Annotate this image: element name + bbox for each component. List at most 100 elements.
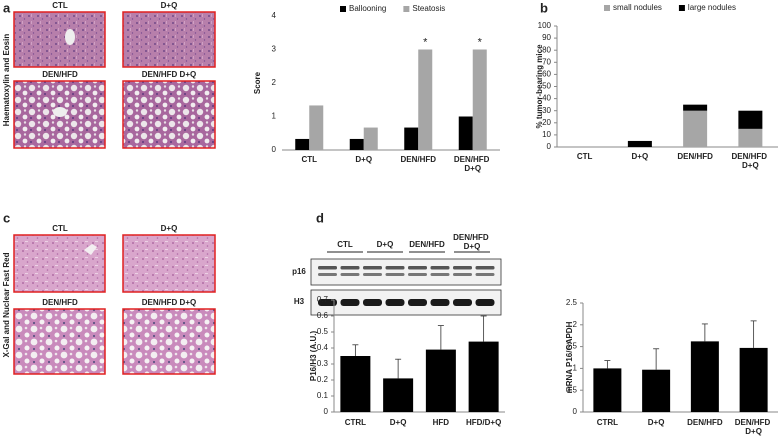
y-tick-label: 0.5 xyxy=(317,327,329,336)
band xyxy=(475,266,495,270)
y-tick-label: 0.2 xyxy=(317,375,329,384)
band xyxy=(430,299,450,306)
band xyxy=(363,266,382,270)
band xyxy=(340,266,360,270)
panel-letter: c xyxy=(3,210,10,225)
bar xyxy=(309,105,324,150)
blot-group-label: DEN/HFD xyxy=(409,240,445,249)
y-tick-label: 0.4 xyxy=(317,343,329,352)
x-tick-label: DEN/HFD D+Q xyxy=(731,152,769,170)
y-tick-label: 0.7 xyxy=(317,295,329,304)
band xyxy=(363,299,382,306)
band xyxy=(363,273,382,276)
micrograph xyxy=(13,234,106,293)
legend-swatch xyxy=(403,6,410,12)
band xyxy=(318,266,337,270)
x-tick-label: DEN/HFD D+Q xyxy=(454,155,492,173)
x-tick-label: CTRL xyxy=(345,418,366,427)
blot-group-label: DEN/HFD D+Q xyxy=(453,233,491,251)
image-label: D+Q xyxy=(161,1,178,10)
y-tick-label: 1 xyxy=(573,364,578,373)
band xyxy=(385,266,405,270)
y-tick-label: 0.3 xyxy=(317,359,329,368)
y-tick-label: 0 xyxy=(547,142,552,151)
blot-group-label: D+Q xyxy=(377,240,394,249)
y-tick-label: 0.6 xyxy=(317,311,329,320)
bar xyxy=(363,127,378,150)
band xyxy=(340,299,360,306)
legend-swatch xyxy=(340,6,346,12)
y-tick-label: 0 xyxy=(324,407,329,416)
bar xyxy=(468,341,499,412)
x-tick-label: DEN/HFD xyxy=(677,152,713,161)
y-axis-label: mRNA P16/GAPDH xyxy=(565,321,574,393)
bar xyxy=(418,49,433,150)
band xyxy=(318,273,337,276)
y-axis-label: Score xyxy=(253,71,262,94)
micrograph xyxy=(122,11,216,68)
y-tick-label: 100 xyxy=(538,21,552,30)
bar xyxy=(458,116,473,150)
y-tick-label: 1 xyxy=(272,112,277,121)
y-tick-label: 0 xyxy=(272,145,277,154)
y-tick-label: 40 xyxy=(542,94,551,103)
image-label: CTL xyxy=(52,1,68,10)
y-tick-label: 2 xyxy=(573,320,578,329)
x-tick-label: D+Q xyxy=(390,418,407,427)
bar xyxy=(425,349,456,412)
panel-letter: b xyxy=(540,0,548,15)
image-label: DEN/HFD xyxy=(42,70,78,79)
bar xyxy=(340,356,371,412)
bar xyxy=(642,369,671,412)
y-tick-label: 70 xyxy=(542,57,551,66)
y-tick-label: 90 xyxy=(542,33,551,42)
band xyxy=(408,273,427,276)
micrograph xyxy=(13,11,106,68)
band xyxy=(385,273,405,276)
x-tick-label: CTL xyxy=(301,155,317,164)
blot-row-label: H3 xyxy=(294,297,305,306)
band xyxy=(385,299,405,306)
band xyxy=(430,273,450,276)
micrograph xyxy=(122,234,216,293)
band xyxy=(430,266,450,270)
y-tick-label: 3 xyxy=(272,45,277,54)
x-tick-label: D+Q xyxy=(355,155,372,164)
band xyxy=(475,273,495,276)
legend-swatch xyxy=(678,5,685,11)
y-tick-label: 0.1 xyxy=(317,391,329,400)
image-label: D+Q xyxy=(161,224,178,233)
y-axis-label: % tumor-bearing mice xyxy=(535,44,544,129)
x-tick-label: HFD/D+Q xyxy=(466,418,501,427)
y-tick-label: 1.5 xyxy=(566,342,578,351)
bar xyxy=(349,138,364,150)
x-tick-label: DEN/HFD D+Q xyxy=(735,418,773,436)
bar xyxy=(404,127,419,150)
band xyxy=(408,266,427,270)
stain-label: X-Gal and Nuclear Fast Red xyxy=(2,252,11,357)
band xyxy=(340,273,360,276)
legend-label: Ballooning xyxy=(349,4,386,13)
panel-letter: d xyxy=(316,210,324,225)
blot-bands xyxy=(318,266,495,306)
bar xyxy=(627,140,652,147)
legend-swatch xyxy=(604,5,610,11)
x-tick-label: D+Q xyxy=(632,152,649,161)
band xyxy=(475,299,495,306)
blot-row-label: p16 xyxy=(292,267,306,276)
image-label: DEN/HFD D+Q xyxy=(142,298,196,307)
micrograph xyxy=(122,80,216,149)
legend-label: large nodules xyxy=(688,3,736,12)
y-tick-label: 60 xyxy=(542,70,551,79)
bar xyxy=(738,110,763,129)
bar xyxy=(683,104,708,111)
y-axis-label: P16/H3 (A.U.) xyxy=(309,331,318,382)
x-tick-label: DEN/HFD xyxy=(687,418,723,427)
bar xyxy=(472,49,487,150)
y-tick-label: 2 xyxy=(272,78,277,87)
bar xyxy=(295,138,310,150)
y-tick-label: 30 xyxy=(542,106,551,115)
y-tick-label: 2.5 xyxy=(566,298,578,307)
stain-label: Haematoxylin and Eosin xyxy=(2,34,11,127)
